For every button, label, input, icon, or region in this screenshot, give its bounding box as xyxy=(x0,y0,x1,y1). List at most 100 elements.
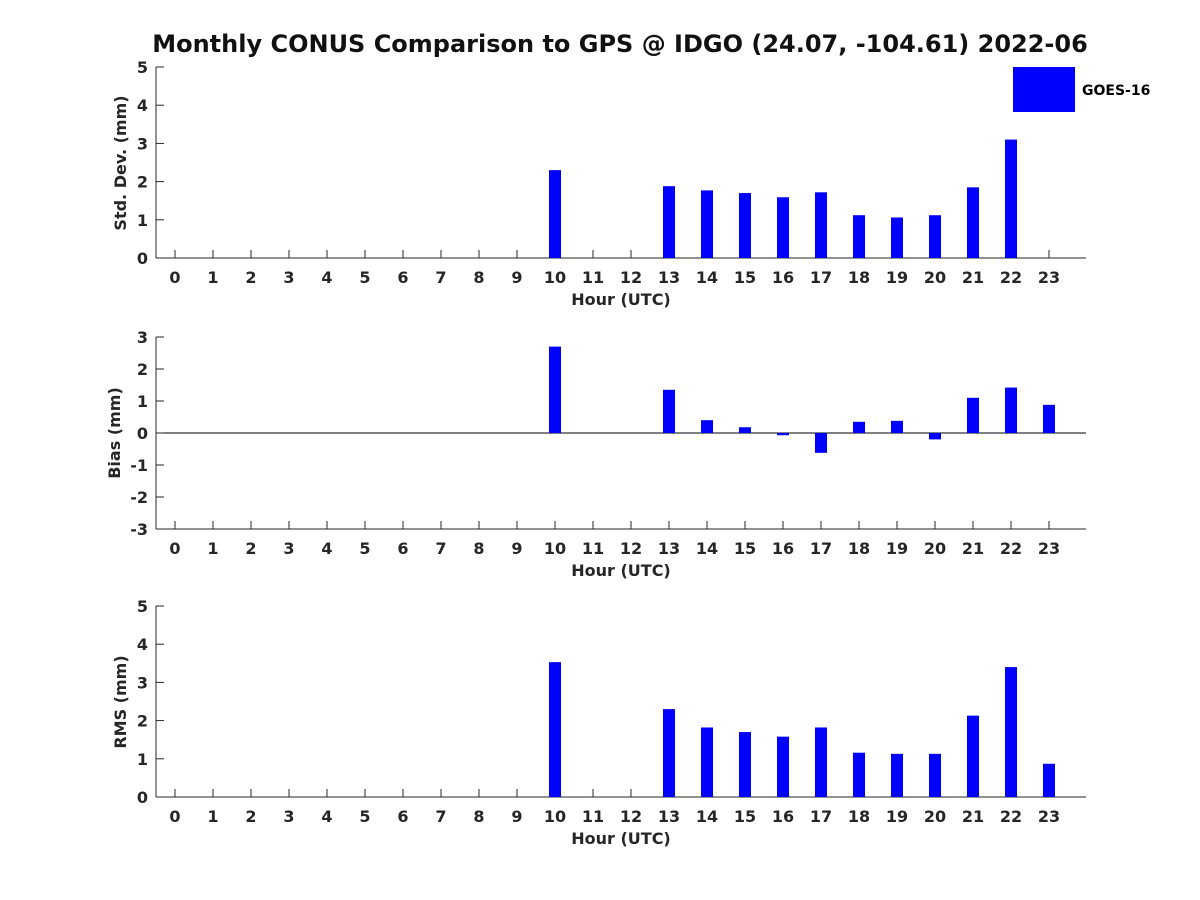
bias-bar-hour-15 xyxy=(739,427,751,433)
rms-bar-hour-20 xyxy=(929,753,941,797)
rms-ytick-label: 3 xyxy=(137,673,148,692)
std-bar-hour-18 xyxy=(853,215,865,258)
rms-ytick-label: 4 xyxy=(137,635,148,654)
rms-bar-hour-22 xyxy=(1005,667,1017,797)
bias-xtick-label: 12 xyxy=(620,539,642,558)
bias-xtick-label: 10 xyxy=(544,539,566,558)
std-xtick-label: 4 xyxy=(321,268,332,287)
std-bar-hour-17 xyxy=(815,192,827,258)
bias-xtick-label: 20 xyxy=(924,539,946,558)
rms-bar-hour-10 xyxy=(549,662,561,797)
bias-xtick-label: 0 xyxy=(169,539,180,558)
std-ytick-label: 1 xyxy=(137,211,148,230)
std-bar-hour-15 xyxy=(739,193,751,258)
rms-xtick-label: 19 xyxy=(886,807,908,826)
rms-xtick-label: 13 xyxy=(658,807,680,826)
std-bar-hour-19 xyxy=(891,217,903,258)
std-bar-hour-21 xyxy=(967,187,979,258)
std-xtick-label: 1 xyxy=(207,268,218,287)
rms-xtick-label: 15 xyxy=(734,807,756,826)
bias-bar-hour-13 xyxy=(663,389,675,433)
std-bar-hour-20 xyxy=(929,215,941,258)
bias-xtick-label: 8 xyxy=(473,539,484,558)
rms-xtick-label: 6 xyxy=(397,807,408,826)
rms-xtick-label: 17 xyxy=(810,807,832,826)
std-xtick-label: 7 xyxy=(435,268,446,287)
rms-xtick-label: 0 xyxy=(169,807,180,826)
std-xtick-label: 3 xyxy=(283,268,294,287)
std-xtick-label: 19 xyxy=(886,268,908,287)
bias-xtick-label: 17 xyxy=(810,539,832,558)
rms-xtick-label: 10 xyxy=(544,807,566,826)
bias-xtick-label: 4 xyxy=(321,539,332,558)
std-y-axis-label: Std. Dev. (mm) xyxy=(111,95,130,230)
bias-x-axis-label: Hour (UTC) xyxy=(571,561,671,580)
bias-xtick-label: 22 xyxy=(1000,539,1022,558)
std-ytick-label: 0 xyxy=(137,249,148,268)
std-bar-hour-16 xyxy=(777,197,789,258)
rms-xtick-label: 22 xyxy=(1000,807,1022,826)
rms-xtick-label: 21 xyxy=(962,807,984,826)
std-xtick-label: 22 xyxy=(1000,268,1022,287)
rms-ytick-label: 0 xyxy=(137,788,148,807)
bias-xtick-label: 2 xyxy=(245,539,256,558)
std-ytick-label: 3 xyxy=(137,134,148,153)
rms-xtick-label: 4 xyxy=(321,807,332,826)
std-xtick-label: 14 xyxy=(696,268,718,287)
rms-xtick-label: 2 xyxy=(245,807,256,826)
bias-bar-hour-16 xyxy=(777,433,789,436)
std-xtick-label: 16 xyxy=(772,268,794,287)
rms-xtick-label: 9 xyxy=(511,807,522,826)
rms-xtick-label: 14 xyxy=(696,807,718,826)
std-bar-hour-13 xyxy=(663,186,675,258)
bias-ytick-label: -3 xyxy=(130,520,148,539)
bias-bar-hour-19 xyxy=(891,420,903,433)
std-bar-hour-14 xyxy=(701,190,713,258)
bias-xtick-label: 3 xyxy=(283,539,294,558)
bias-xtick-label: 14 xyxy=(696,539,718,558)
std-xtick-label: 2 xyxy=(245,268,256,287)
bias-xtick-label: 6 xyxy=(397,539,408,558)
std-bar-hour-22 xyxy=(1005,139,1017,258)
rms-xtick-label: 7 xyxy=(435,807,446,826)
rms-bar-hour-19 xyxy=(891,753,903,797)
rms-bar-hour-16 xyxy=(777,736,789,797)
rms-bar-hour-23 xyxy=(1043,763,1055,797)
rms-xtick-label: 1 xyxy=(207,807,218,826)
std-xtick-label: 5 xyxy=(359,268,370,287)
std-ytick-label: 4 xyxy=(137,96,148,115)
std-xtick-label: 13 xyxy=(658,268,680,287)
bias-xtick-label: 16 xyxy=(772,539,794,558)
std-xtick-label: 15 xyxy=(734,268,756,287)
std-xtick-label: 20 xyxy=(924,268,946,287)
std-xtick-label: 18 xyxy=(848,268,870,287)
std-bar-hour-10 xyxy=(549,170,561,258)
legend-swatch-goes-16 xyxy=(1013,67,1075,112)
rms-bar-hour-18 xyxy=(853,752,865,797)
rms-bar-hour-15 xyxy=(739,732,751,797)
rms-bar-hour-14 xyxy=(701,727,713,797)
std-xtick-label: 9 xyxy=(511,268,522,287)
bias-xtick-label: 9 xyxy=(511,539,522,558)
std-xtick-label: 6 xyxy=(397,268,408,287)
rms-bar-hour-21 xyxy=(967,715,979,797)
chart-title: Monthly CONUS Comparison to GPS @ IDGO (… xyxy=(152,30,1088,58)
bias-ytick-label: 3 xyxy=(137,328,148,347)
bias-bar-hour-22 xyxy=(1005,387,1017,433)
bias-bar-hour-14 xyxy=(701,420,713,433)
bias-ytick-label: -2 xyxy=(130,488,148,507)
std-x-axis-label: Hour (UTC) xyxy=(571,290,671,309)
bias-bar-hour-18 xyxy=(853,421,865,433)
rms-ytick-label: 2 xyxy=(137,712,148,731)
rms-y-axis-label: RMS (mm) xyxy=(111,655,130,748)
bias-xtick-label: 21 xyxy=(962,539,984,558)
rms-xtick-label: 18 xyxy=(848,807,870,826)
rms-xtick-label: 20 xyxy=(924,807,946,826)
std-xtick-label: 12 xyxy=(620,268,642,287)
bias-ytick-label: 0 xyxy=(137,424,148,443)
rms-xtick-label: 12 xyxy=(620,807,642,826)
